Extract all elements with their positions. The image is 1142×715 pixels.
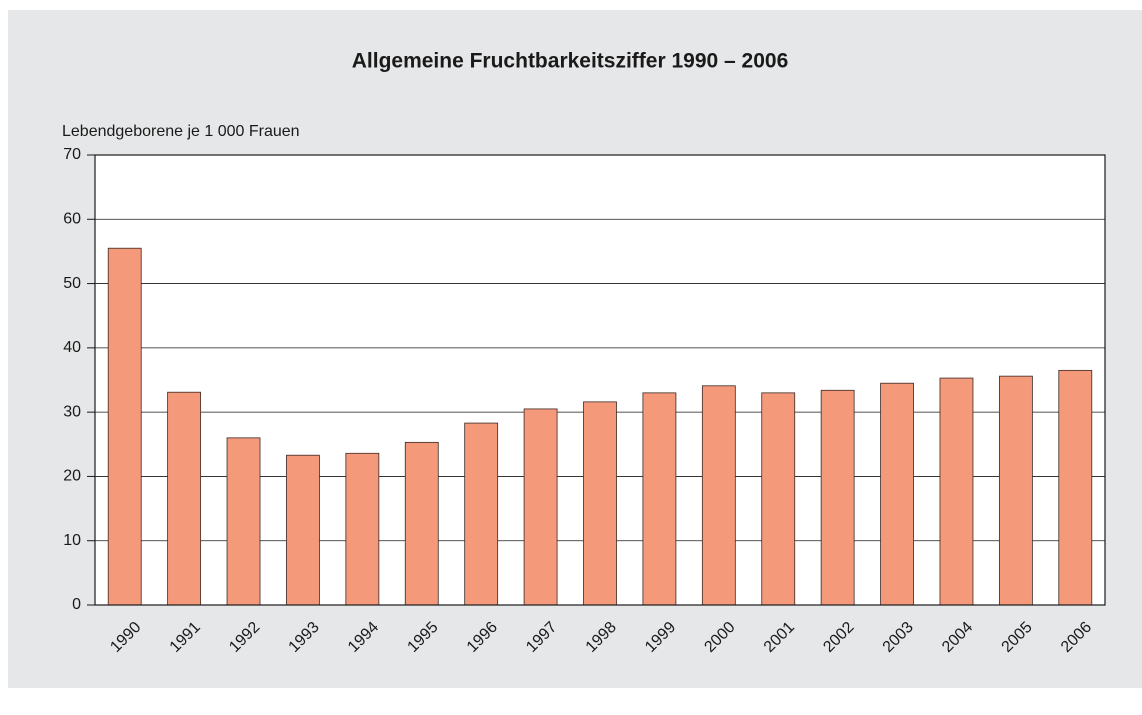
y-tick-label: 50 bbox=[63, 275, 81, 292]
bar bbox=[226, 437, 261, 606]
y-tick-label: 10 bbox=[63, 532, 81, 549]
bar bbox=[583, 401, 617, 606]
bar bbox=[286, 454, 320, 606]
y-tick-label: 60 bbox=[63, 211, 81, 228]
bar bbox=[998, 375, 1033, 606]
y-tick-label: 20 bbox=[63, 468, 81, 485]
y-tick-label: 30 bbox=[63, 403, 81, 420]
y-axis-label: Lebendgeborene je 1 000 Frauen bbox=[62, 123, 300, 140]
y-tick-label: 0 bbox=[72, 596, 81, 613]
plot-frame bbox=[94, 154, 1106, 606]
bar bbox=[1058, 369, 1093, 606]
bar bbox=[820, 389, 855, 606]
bar bbox=[464, 422, 499, 606]
bar bbox=[880, 382, 914, 606]
bar bbox=[701, 385, 736, 606]
y-tick-label: 40 bbox=[63, 339, 81, 356]
bar bbox=[107, 247, 142, 606]
bar bbox=[761, 392, 796, 606]
bar bbox=[642, 392, 677, 606]
bar bbox=[939, 377, 974, 606]
bar bbox=[345, 452, 380, 606]
y-tick-label: 70 bbox=[63, 146, 81, 163]
chart-title: Allgemeine Fruchtbarkeitsziffer 1990 – 2… bbox=[352, 50, 789, 73]
bar bbox=[523, 408, 558, 606]
bar bbox=[167, 391, 202, 606]
bar bbox=[404, 441, 439, 606]
